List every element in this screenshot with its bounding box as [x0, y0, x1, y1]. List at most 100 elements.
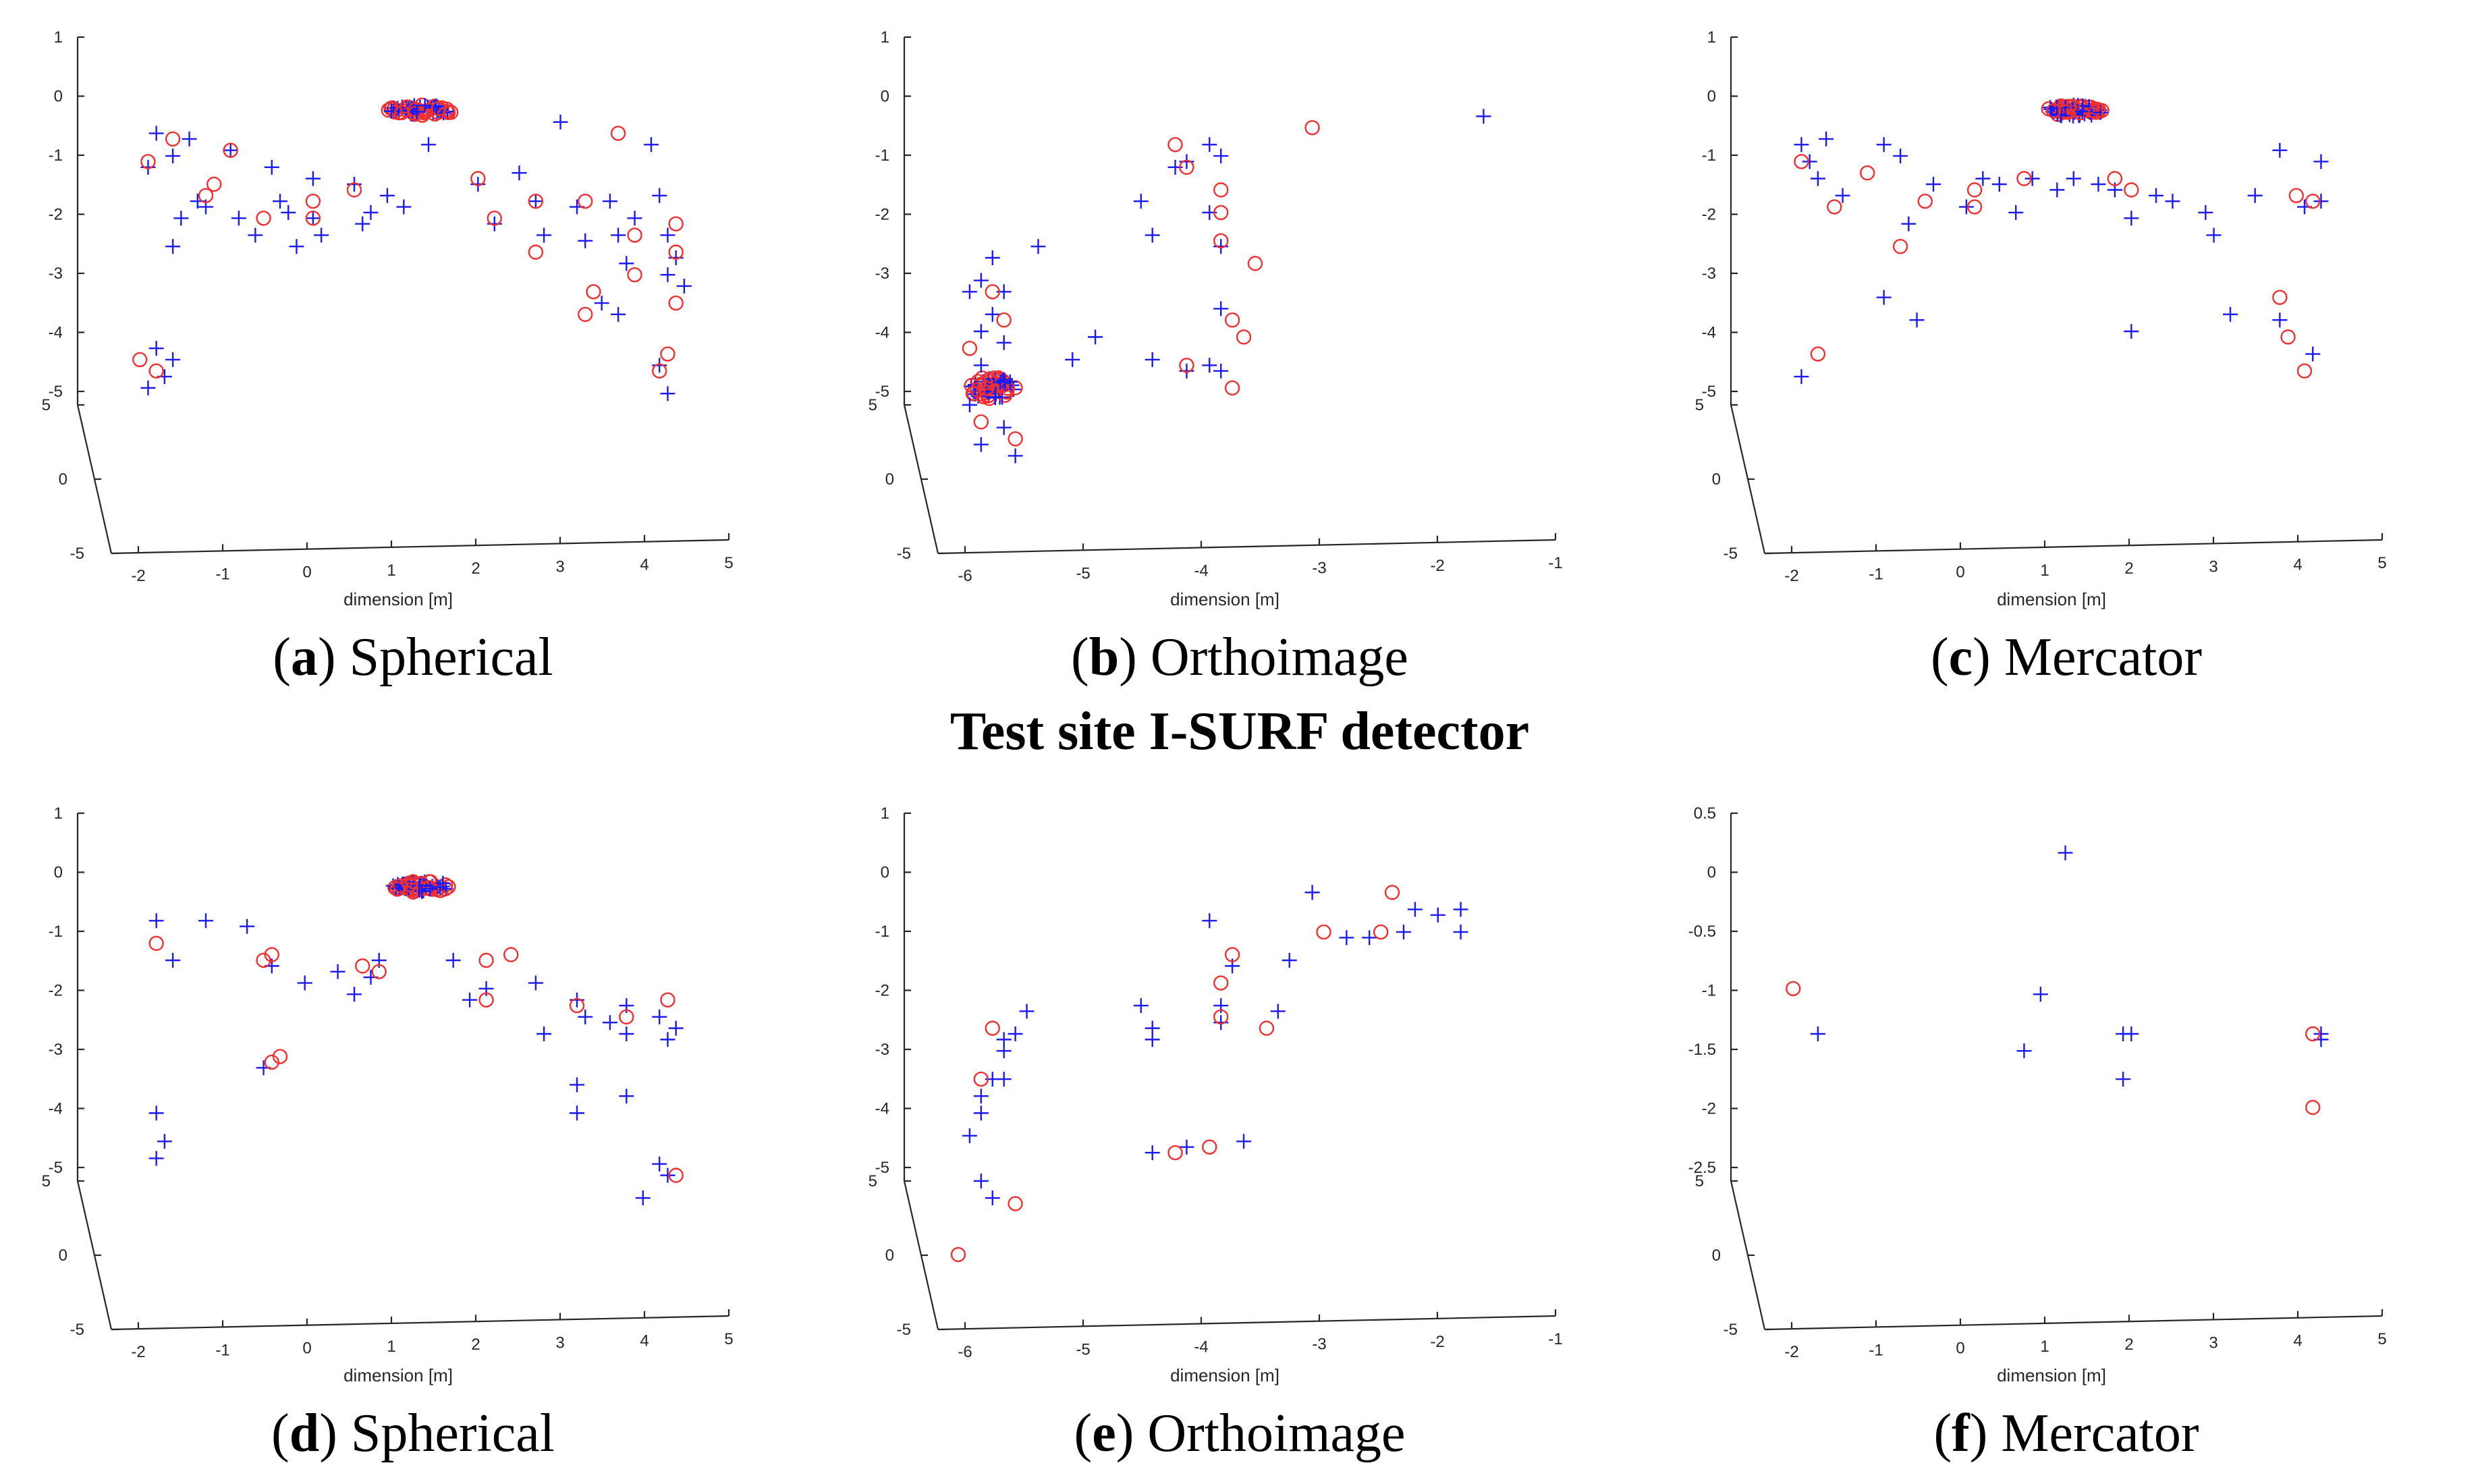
caption-letter: f — [1952, 1404, 1971, 1463]
circle-marker — [1224, 380, 1240, 396]
x-tick-label: -2 — [131, 1343, 145, 1361]
plus-marker — [578, 1009, 593, 1024]
plus-marker — [1019, 1004, 1035, 1019]
plus-marker — [1396, 925, 1411, 940]
cluster-circle-marker — [403, 882, 418, 898]
plus-marker — [445, 953, 461, 968]
plus-marker — [1893, 148, 1908, 164]
plus-marker — [198, 913, 213, 929]
plus-marker — [2206, 227, 2222, 243]
x-axis-label: dimension [m] — [1170, 589, 1279, 609]
z-tick-label: -4 — [1702, 324, 1716, 342]
y-tick-label: -5 — [1724, 545, 1738, 563]
x-tick-label: 0 — [1956, 1340, 1964, 1358]
plus-marker — [1202, 913, 1217, 929]
z-tick-label: -1 — [49, 146, 63, 165]
plus-marker — [2165, 194, 2180, 209]
panel-caption: (e) Orthoimage — [1074, 1404, 1406, 1463]
circle-marker — [1008, 1196, 1023, 1211]
plus-marker — [1835, 188, 1850, 203]
plus-marker — [305, 171, 321, 186]
circle-marker — [1224, 312, 1240, 328]
circle-marker — [1247, 256, 1263, 271]
caption-open-paren: ( — [1933, 1404, 1952, 1463]
plus-marker — [985, 1190, 1000, 1206]
x-axis-line — [937, 539, 1556, 555]
caption-letter: d — [290, 1404, 320, 1463]
x-tick-label: 3 — [2209, 1334, 2217, 1352]
y-tick-label: 0 — [1712, 470, 1721, 489]
circle-marker — [627, 267, 642, 283]
z-tick-label: -4 — [875, 1100, 889, 1118]
z-tick-label: 0 — [1707, 864, 1716, 882]
plus-marker — [1362, 930, 1377, 945]
circle-marker — [578, 306, 593, 323]
caption-open-paren: ( — [1074, 1404, 1093, 1463]
plus-marker — [1213, 1015, 1229, 1030]
circle-marker — [264, 1054, 279, 1070]
plus-marker — [470, 177, 486, 192]
x-tick-label: 3 — [555, 1334, 564, 1352]
y-tick-label: 0 — [885, 1246, 894, 1265]
panel-caption: (c) Mercator — [1931, 628, 2202, 687]
circle-marker — [2296, 363, 2313, 379]
x-tick-label: -4 — [1194, 1338, 1208, 1356]
plus-marker — [1088, 329, 1103, 345]
plus-marker — [231, 211, 246, 226]
plus-marker — [1909, 312, 1925, 328]
plus-marker — [1133, 998, 1149, 1014]
plus-marker — [619, 1089, 634, 1104]
z-tick-label: -3 — [49, 265, 63, 283]
z-tick-label: 0 — [54, 88, 63, 106]
circle-marker — [610, 126, 626, 141]
z-tick-label: 1 — [881, 804, 889, 823]
x-tick-label: -1 — [1869, 1341, 1883, 1359]
circle-marker — [1213, 182, 1229, 198]
x-tick-label: 0 — [302, 1340, 311, 1358]
plus-marker — [602, 1015, 617, 1030]
caption-letter: c — [1949, 628, 1973, 687]
circle-marker — [1167, 137, 1183, 153]
plus-marker — [379, 188, 395, 203]
x-tick-label: -1 — [215, 1341, 229, 1359]
x-tick-label: -5 — [1076, 564, 1090, 582]
circle-marker — [371, 964, 387, 979]
z-tick-label: -1 — [1702, 146, 1716, 165]
cluster-circle-marker — [2088, 105, 2103, 120]
plus-marker — [1476, 109, 1491, 124]
plus-marker — [240, 918, 255, 934]
plus-marker — [1810, 1026, 1825, 1041]
plus-marker — [996, 1043, 1012, 1059]
circle-marker — [264, 947, 279, 962]
cluster-circle-marker — [437, 881, 453, 897]
z-tick-label: 1 — [54, 28, 63, 47]
plus-marker — [536, 1026, 552, 1041]
cluster-circle-marker — [981, 371, 997, 387]
x-tick-label: -1 — [1869, 565, 1883, 583]
z-tick-label: 1 — [54, 804, 63, 823]
circle-marker — [985, 1020, 1000, 1036]
plus-marker — [223, 142, 238, 158]
caption-close-paren: ) — [1970, 1404, 1988, 1463]
circle-marker — [1316, 924, 1331, 940]
cluster-plus-marker — [2049, 107, 2065, 122]
z-tick-label: -0.5 — [1688, 923, 1716, 941]
circle-marker — [1213, 1009, 1229, 1025]
plus-marker — [668, 250, 684, 265]
plus-marker — [1179, 1139, 1194, 1155]
plus-marker — [2247, 188, 2263, 203]
circle-marker — [1213, 204, 1229, 221]
circle-marker — [996, 312, 1012, 328]
plus-marker — [1213, 301, 1229, 317]
circle-marker — [2124, 182, 2139, 198]
z-tick-label: -1 — [1702, 982, 1716, 1000]
plus-marker — [1991, 177, 2007, 192]
plus-marker — [1145, 227, 1160, 243]
plus-marker — [2091, 177, 2106, 192]
z-tick-label: -3 — [49, 1041, 63, 1059]
circle-marker — [148, 363, 164, 379]
plus-marker — [660, 1032, 676, 1047]
circle-marker — [1966, 182, 1983, 198]
circle-marker — [256, 952, 271, 968]
plus-marker — [1282, 953, 1297, 968]
